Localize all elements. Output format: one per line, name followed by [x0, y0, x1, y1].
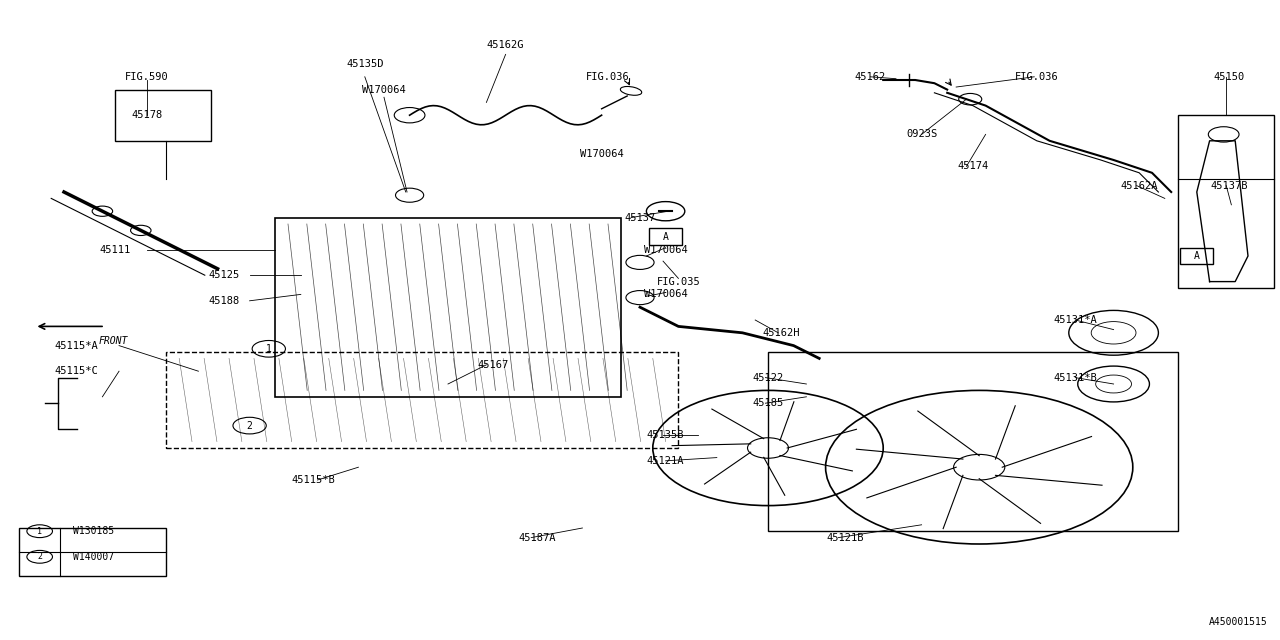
Text: W170064: W170064	[644, 289, 687, 300]
Text: 1: 1	[37, 527, 42, 536]
Bar	[19, 528, 166, 576]
Bar	[275, 218, 621, 397]
Bar	[1180, 248, 1213, 264]
Text: W170064: W170064	[644, 244, 687, 255]
Text: FIG.035: FIG.035	[657, 276, 700, 287]
Text: 45167: 45167	[477, 360, 508, 370]
Text: 45135D: 45135D	[346, 59, 384, 69]
Text: 45135B: 45135B	[646, 430, 685, 440]
Text: 45131*B: 45131*B	[1053, 372, 1097, 383]
Text: 45111: 45111	[100, 244, 131, 255]
Text: 45115*A: 45115*A	[55, 340, 99, 351]
Text: 2: 2	[247, 420, 252, 431]
Text: W130185: W130185	[73, 526, 114, 536]
Text: 45115*B: 45115*B	[292, 475, 335, 485]
Text: 45162A: 45162A	[1120, 180, 1158, 191]
Text: 1: 1	[266, 344, 271, 354]
Text: FIG.036: FIG.036	[1015, 72, 1059, 82]
Text: 45137B: 45137B	[1210, 180, 1248, 191]
Bar	[115, 90, 211, 141]
Text: 2: 2	[37, 552, 42, 561]
Text: 45188: 45188	[209, 296, 239, 306]
Text: FIG.590: FIG.590	[125, 72, 169, 82]
Text: 45162: 45162	[855, 72, 886, 82]
Text: 45187A: 45187A	[518, 532, 557, 543]
Text: 45122: 45122	[753, 372, 783, 383]
Text: FIG.036: FIG.036	[586, 72, 630, 82]
Text: A450001515: A450001515	[1208, 617, 1267, 627]
Text: W170064: W170064	[362, 84, 406, 95]
Text: 45150: 45150	[1213, 72, 1244, 82]
Text: 45125: 45125	[209, 270, 239, 280]
Text: 45162H: 45162H	[762, 328, 800, 338]
Text: FRONT: FRONT	[99, 336, 128, 346]
Text: W170064: W170064	[580, 148, 623, 159]
Text: A: A	[1194, 251, 1199, 261]
Text: 45185: 45185	[753, 398, 783, 408]
Text: 45162G: 45162G	[486, 40, 525, 50]
Bar	[166, 352, 678, 448]
Bar	[649, 228, 682, 245]
Text: 45174: 45174	[957, 161, 988, 172]
Text: A: A	[663, 232, 668, 242]
Bar	[1178, 115, 1274, 288]
Text: 45121B: 45121B	[826, 532, 864, 543]
Text: 45121A: 45121A	[646, 456, 685, 466]
Text: W140007: W140007	[73, 552, 114, 562]
Text: 45115*C: 45115*C	[55, 366, 99, 376]
Text: 45137: 45137	[625, 212, 655, 223]
Text: 45178: 45178	[132, 110, 163, 120]
Bar	[768, 352, 1178, 531]
Text: 45131*A: 45131*A	[1053, 315, 1097, 325]
Text: 0923S: 0923S	[906, 129, 937, 140]
